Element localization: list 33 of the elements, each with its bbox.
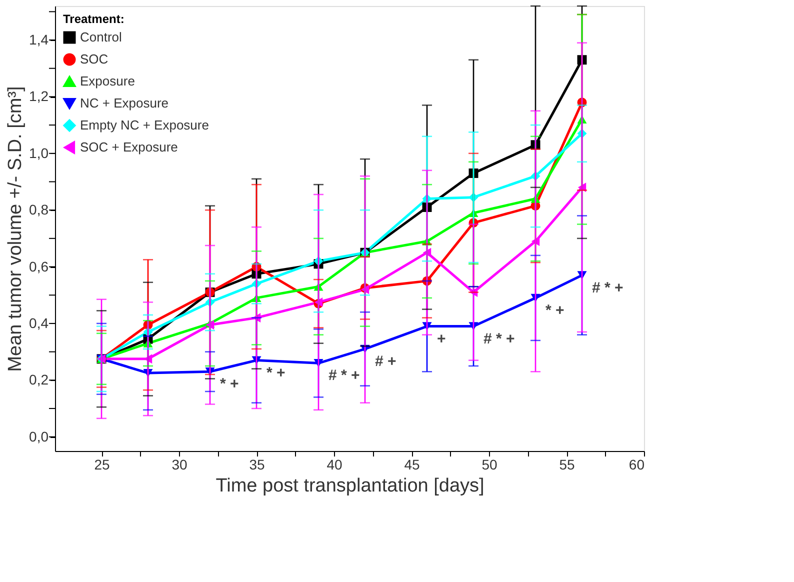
legend-label: SOC + Exposure — [80, 140, 178, 154]
legend-title: Treatment: — [63, 12, 124, 26]
legend-label: NC + Exposure — [80, 96, 169, 110]
annotation: + — [437, 330, 446, 348]
y-tick-label: 0,0 — [29, 428, 49, 444]
annotation: # * + — [328, 367, 360, 384]
x-tick-label: 35 — [249, 456, 265, 472]
annotation: # * + — [484, 330, 516, 348]
y-tick-label: 0,6 — [29, 258, 49, 274]
x-tick-label: 60 — [628, 456, 645, 472]
annotation: # * + — [592, 279, 624, 296]
legend-label: SOC — [80, 52, 108, 66]
x-tick-label: 50 — [482, 456, 498, 472]
x-axis-title: Time post transplantation [days] — [216, 476, 484, 496]
x-tick-label: 40 — [326, 456, 342, 472]
annotation: # + — [375, 352, 397, 370]
annotation: * + — [220, 376, 240, 393]
y-tick-label: 1,2 — [29, 88, 49, 104]
y-tick-label: 0,4 — [29, 314, 49, 331]
x-tick-label: 30 — [172, 456, 188, 472]
x-tick-label: 45 — [404, 456, 420, 472]
annotation: * + — [546, 302, 565, 319]
legend-label: Control — [80, 30, 122, 44]
x-tick-label: 55 — [559, 456, 575, 472]
annotation: * + — [266, 364, 286, 382]
legend-label: Empty NC + Exposure — [80, 118, 209, 132]
y-tick-label: 0,2 — [29, 372, 49, 388]
legend-label: Exposure — [80, 74, 135, 88]
y-tick-label: 0,8 — [29, 202, 49, 218]
y-axis-title: Mean tumor volume +/- S.D. [cm³] — [5, 86, 26, 372]
x-tick-label: 25 — [94, 456, 110, 472]
y-tick-label: 1,0 — [29, 144, 49, 161]
y-tick-label: 1,4 — [29, 32, 49, 48]
